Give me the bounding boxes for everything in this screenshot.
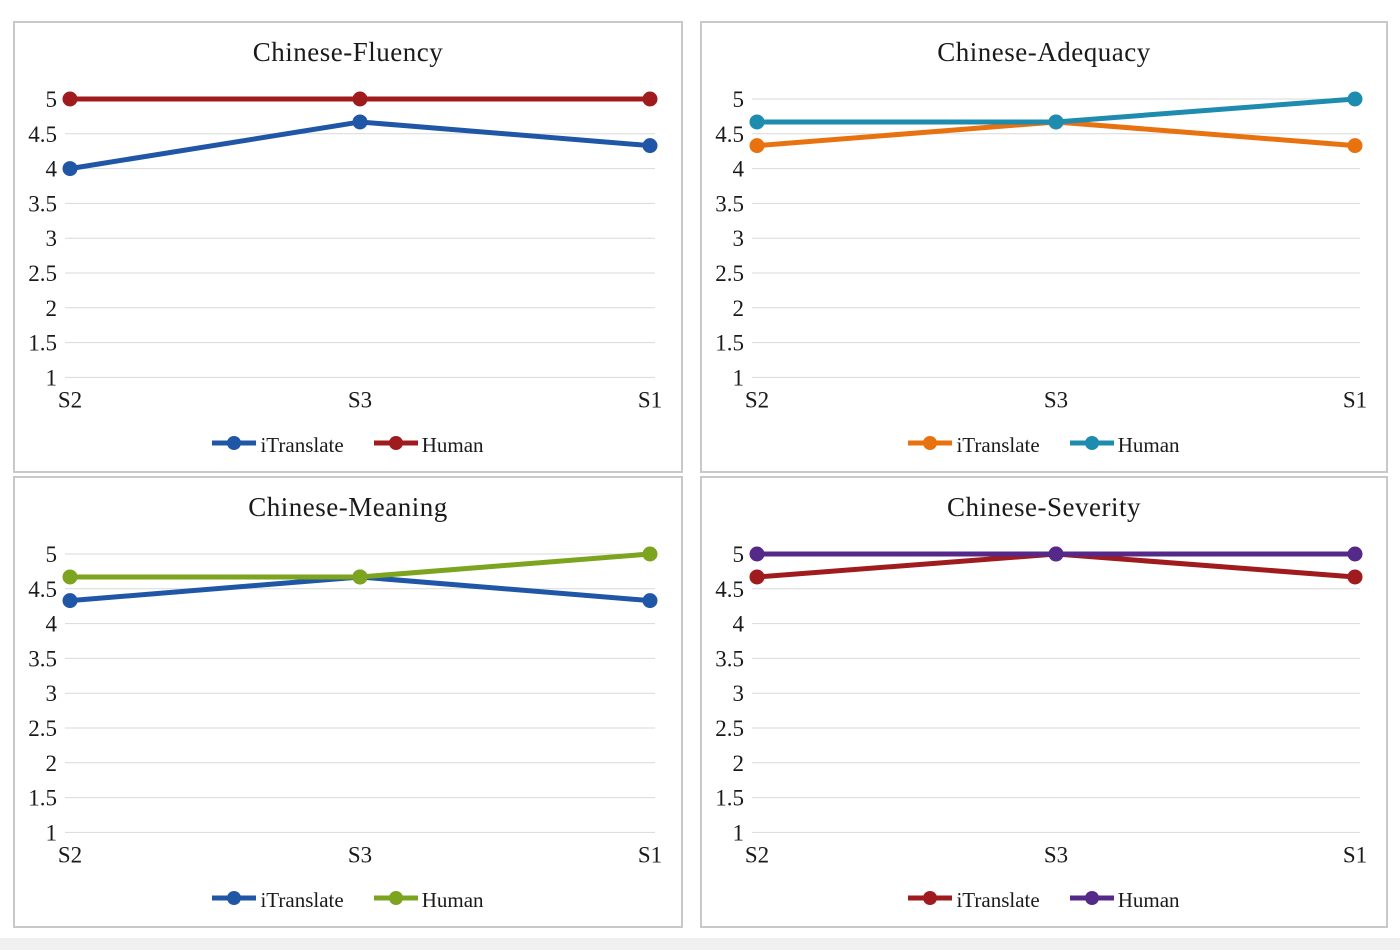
svg-text:4.5: 4.5	[28, 577, 57, 602]
svg-text:S3: S3	[348, 842, 372, 867]
legend: iTranslate Human	[15, 888, 681, 913]
line-marker-icon	[908, 890, 953, 911]
svg-text:3.5: 3.5	[28, 191, 57, 216]
legend-label: iTranslate	[260, 433, 344, 457]
svg-text:1: 1	[733, 365, 745, 390]
svg-text:S2: S2	[58, 387, 82, 412]
svg-text:S1: S1	[638, 842, 662, 867]
svg-text:2.5: 2.5	[715, 716, 744, 741]
svg-text:4.5: 4.5	[715, 577, 744, 602]
line-chart-canvas: 5 4.5 4 3.5 3 2.5 2 1.5 1S2 S3 S1	[28, 542, 662, 867]
line-marker-icon	[212, 890, 257, 911]
svg-text:5: 5	[46, 542, 58, 567]
svg-text:2.5: 2.5	[28, 261, 57, 286]
svg-text:4: 4	[733, 157, 745, 182]
svg-text:S2: S2	[745, 387, 769, 412]
svg-text:S1: S1	[1343, 387, 1367, 412]
svg-text:1.5: 1.5	[715, 331, 744, 356]
svg-text:3: 3	[733, 226, 745, 251]
svg-text:S3: S3	[348, 387, 372, 412]
svg-text:S3: S3	[1044, 387, 1068, 412]
svg-text:3: 3	[46, 226, 58, 251]
svg-text:S2: S2	[58, 842, 82, 867]
chart-panel-fluency: 5 4.5 4 3.5 3 2.5 2 1.5 1 S2 S3 S1 Chinese-Fluency …	[13, 21, 683, 473]
legend: iTranslate Human	[15, 433, 681, 458]
svg-text:3.5: 3.5	[715, 646, 744, 671]
svg-text:5: 5	[733, 87, 745, 112]
svg-text:2: 2	[46, 296, 58, 321]
legend-label: Human	[421, 433, 484, 457]
line-marker-icon	[1069, 435, 1114, 456]
svg-text:5: 5	[733, 542, 745, 567]
legend-item: Human	[1069, 433, 1180, 458]
svg-text:2: 2	[46, 751, 58, 776]
svg-text:1: 1	[46, 365, 58, 390]
legend: iTranslate Human	[702, 888, 1386, 913]
svg-text:3: 3	[733, 681, 745, 706]
svg-text:4.5: 4.5	[28, 122, 57, 147]
legend-label: iTranslate	[260, 888, 344, 912]
legend-label: Human	[1117, 888, 1180, 912]
legend-label: Human	[1117, 433, 1180, 457]
svg-text:2: 2	[733, 296, 745, 321]
svg-text:3.5: 3.5	[715, 191, 744, 216]
svg-text:1.5: 1.5	[28, 786, 57, 811]
svg-text:3.5: 3.5	[28, 646, 57, 671]
line-marker-icon	[373, 435, 418, 456]
chart-panel-adequacy: 5 4.5 4 3.5 3 2.5 2 1.5 1 S2 S3 S1 Chinese-Adequacy…	[700, 21, 1388, 473]
legend-item: iTranslate	[908, 433, 1040, 458]
svg-text:S1: S1	[1343, 842, 1367, 867]
svg-text:1: 1	[733, 820, 745, 845]
line-chart-canvas: 5 4.5 4 3.5 3 2.5 2 1.5 1S2 S3 S1	[715, 542, 1367, 867]
legend-item: iTranslate	[212, 888, 344, 913]
svg-text:S2: S2	[745, 842, 769, 867]
svg-text:2.5: 2.5	[715, 261, 744, 286]
svg-text:4: 4	[46, 157, 58, 182]
svg-text:4: 4	[46, 612, 58, 637]
legend-item: Human	[1069, 888, 1180, 913]
line-marker-icon	[908, 435, 953, 456]
chart-panel-severity: 5 4.5 4 3.5 3 2.5 2 1.5 1 S2 S3 S1 Chinese-Severity…	[700, 476, 1388, 928]
chart-title: Chinese-Adequacy	[937, 37, 1151, 67]
chart-title: Chinese-Meaning	[248, 492, 448, 522]
legend-label: Human	[421, 888, 484, 912]
svg-text:S3: S3	[1044, 842, 1068, 867]
line-chart-canvas: 5 4.5 4 3.5 3 2.5 2 1.5 1S2 S3 S1	[715, 87, 1367, 412]
legend: iTranslate Human	[702, 433, 1386, 458]
chart-panel-meaning: 5 4.5 4 3.5 3 2.5 2 1.5 1 S2 S3 S1 Chinese-Meaning …	[13, 476, 683, 928]
svg-text:1.5: 1.5	[28, 331, 57, 356]
legend-label: iTranslate	[956, 433, 1040, 457]
svg-text:1.5: 1.5	[715, 786, 744, 811]
legend-item: iTranslate	[212, 433, 344, 458]
legend-item: iTranslate	[908, 888, 1040, 913]
plot-area: 5 4.5 4 3.5 3 2.5 2 1.5 1 S2 S3 S1	[15, 23, 681, 471]
line-marker-icon	[373, 890, 418, 911]
line-marker-icon	[212, 435, 257, 456]
legend-label: iTranslate	[956, 888, 1040, 912]
svg-text:S1: S1	[638, 387, 662, 412]
bottom-strip	[0, 938, 1400, 950]
legend-item: Human	[373, 888, 484, 913]
svg-text:5: 5	[46, 87, 58, 112]
svg-text:2.5: 2.5	[28, 716, 57, 741]
svg-text:1: 1	[46, 820, 58, 845]
svg-text:4: 4	[733, 612, 745, 637]
svg-text:4.5: 4.5	[715, 122, 744, 147]
line-chart-canvas: 5 4.5 4 3.5 3 2.5 2 1.5 1S2 S3 S1	[28, 87, 662, 412]
svg-text:2: 2	[733, 751, 745, 776]
chart-title: Chinese-Fluency	[252, 37, 444, 67]
line-marker-icon	[1069, 890, 1114, 911]
chart-title: Chinese-Severity	[947, 492, 1141, 522]
svg-text:3: 3	[46, 681, 58, 706]
plot-area: 5 4.5 4 3.5 3 2.5 2 1.5 1 S2 S3 S1	[15, 478, 681, 926]
plot-area: 5 4.5 4 3.5 3 2.5 2 1.5 1 S2 S3 S1	[702, 478, 1386, 926]
legend-item: Human	[373, 433, 484, 458]
plot-area: 5 4.5 4 3.5 3 2.5 2 1.5 1 S2 S3 S1	[702, 23, 1386, 471]
